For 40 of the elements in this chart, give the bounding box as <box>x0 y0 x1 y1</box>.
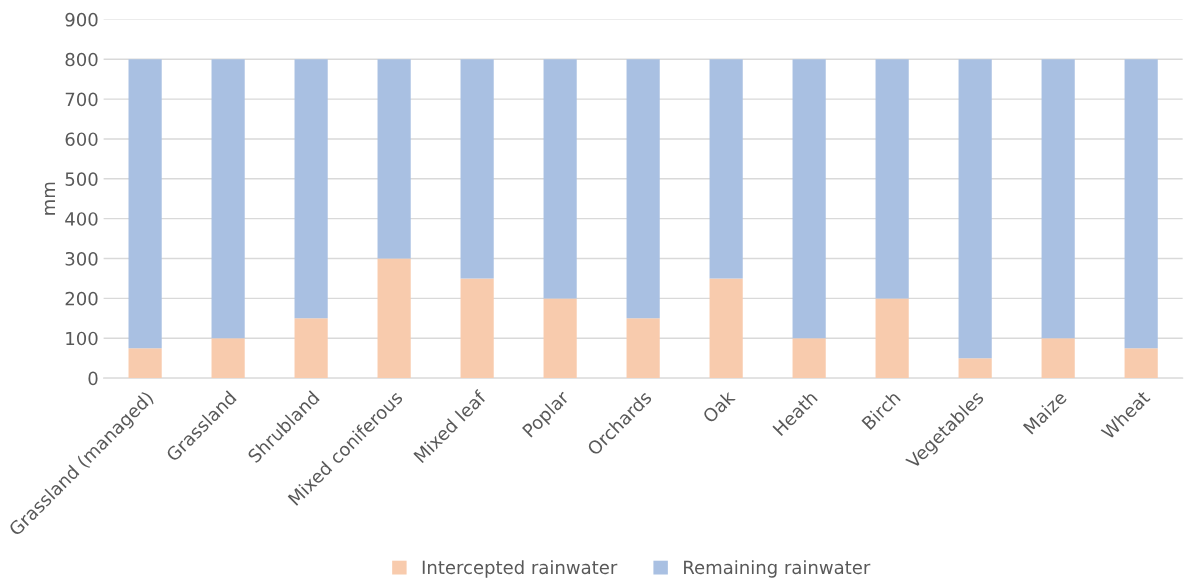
bar <box>128 59 162 349</box>
y-tick-label: 600 <box>65 132 98 147</box>
bar <box>460 59 494 279</box>
bar <box>626 318 660 379</box>
x-tick-label: Oak <box>701 389 736 424</box>
bar <box>958 59 992 359</box>
y-tick-label: 900 <box>65 12 98 27</box>
bar <box>1124 348 1158 379</box>
bar <box>377 258 411 379</box>
y-tick-label: 500 <box>65 172 98 186</box>
bar <box>211 338 245 379</box>
bar <box>1124 59 1158 349</box>
bar <box>1041 59 1075 339</box>
bar <box>875 59 909 299</box>
bar <box>626 59 660 319</box>
y-tick-label: 200 <box>65 291 98 306</box>
bar <box>709 278 743 379</box>
legend-label: Remaining rainwater <box>684 560 871 578</box>
legend-label: Intercepted rainwater <box>422 560 618 578</box>
bar <box>543 298 577 379</box>
bar <box>294 318 328 379</box>
bar <box>709 59 743 279</box>
y-tick-label: 800 <box>65 52 98 67</box>
bar <box>792 59 826 339</box>
bar <box>460 278 494 379</box>
bar <box>958 358 992 379</box>
bar <box>543 59 577 299</box>
y-tick-label: 100 <box>66 331 98 346</box>
bar <box>128 348 162 379</box>
y-tick-label: 700 <box>65 92 98 107</box>
y-axis-title: mm <box>44 182 55 215</box>
y-tick-label: 300 <box>65 251 98 266</box>
bar <box>1041 338 1075 379</box>
y-tick-label: 0 <box>88 371 98 386</box>
bar <box>875 298 909 379</box>
bar <box>294 59 328 319</box>
bar <box>792 338 826 379</box>
bar <box>211 59 245 339</box>
y-tick-label: 400 <box>65 212 98 226</box>
bar <box>377 59 411 259</box>
